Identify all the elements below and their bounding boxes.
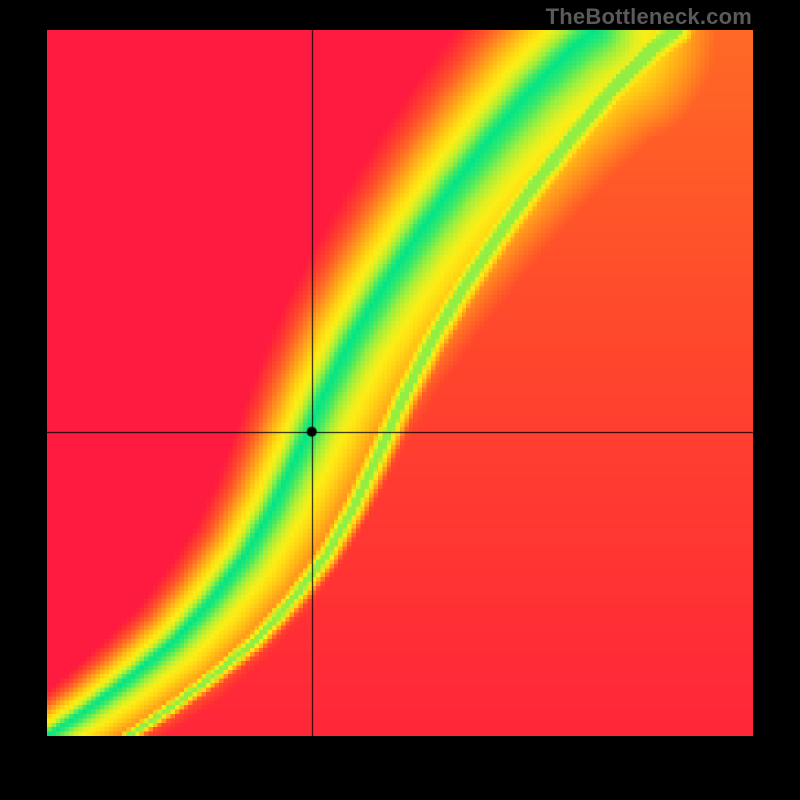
- watermark-text: TheBottleneck.com: [546, 4, 752, 30]
- chart-container: TheBottleneck.com: [0, 0, 800, 800]
- crosshair-overlay: [47, 30, 753, 736]
